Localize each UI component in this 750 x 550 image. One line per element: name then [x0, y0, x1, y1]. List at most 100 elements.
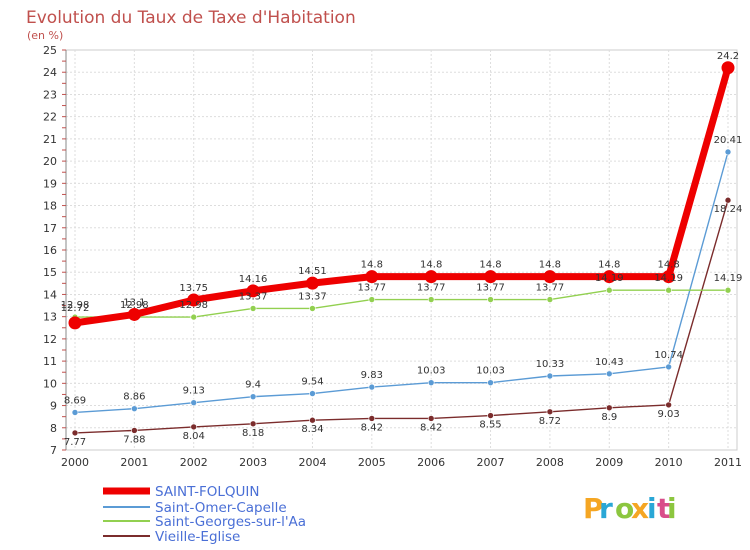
series-3-point — [71, 429, 79, 437]
series-1-value-label: 9.54 — [301, 377, 323, 388]
data-labels: 12.72 13.1 13.75 14.16 14.51 14.8 14.8 14.8 14.8… — [61, 51, 743, 448]
x-tick-label: 2001 — [120, 456, 148, 469]
series-3-value-label: 8.42 — [420, 422, 442, 433]
series-3-value-label: 8.55 — [479, 420, 501, 431]
series-2-value-label: 13.37 — [298, 291, 327, 302]
series-2-point — [546, 296, 554, 303]
y-tick-label: 7 — [50, 444, 57, 457]
series-1-value-label: 10.74 — [654, 350, 683, 361]
series-0-point — [68, 316, 82, 330]
chart-title: Evolution du Taux de Taxe d'Habitation — [26, 8, 356, 28]
series-3-point — [665, 401, 672, 409]
y-tick-label: 19 — [43, 177, 57, 190]
series-1-value-label: 20.41 — [714, 135, 743, 146]
series-0-point — [365, 270, 379, 284]
series-0-value-label: 14.51 — [298, 266, 327, 277]
series-2-point — [487, 296, 494, 303]
series-3-point — [131, 427, 138, 434]
series-2-point — [309, 305, 316, 312]
series-0-value-label: 12.72 — [61, 303, 90, 314]
x-tick-label: 2008 — [536, 456, 564, 469]
proxiti-logo-letter: r — [599, 492, 613, 525]
series-1-point — [665, 363, 672, 371]
y-tick-label: 10 — [43, 377, 57, 390]
series-0-value-label: 14.8 — [539, 260, 561, 271]
series-1-value-label: 10.03 — [417, 366, 446, 377]
series-1-point — [190, 399, 198, 406]
series-0-point — [662, 270, 676, 284]
series-0-value-label: 14.8 — [420, 260, 442, 271]
series-0-point — [484, 270, 498, 284]
x-tick-label: 2007 — [477, 456, 505, 469]
series-0-value-label: 14.16 — [239, 274, 268, 285]
series-0-value-label: 13.75 — [179, 283, 208, 294]
y-tick-label: 15 — [43, 266, 57, 279]
series-3-point — [724, 196, 732, 204]
x-tick-label: 2011 — [714, 456, 742, 469]
series-2-point — [724, 286, 732, 294]
y-tick-label: 23 — [43, 88, 57, 101]
series-line-0 — [71, 64, 732, 327]
series-3-point — [605, 404, 613, 412]
series-2-value-label: 14.19 — [654, 273, 683, 284]
y-tick-label: 20 — [43, 155, 57, 168]
series-1-value-label: 9.13 — [183, 386, 205, 397]
y-tick-label: 14 — [43, 288, 57, 301]
series-0-value-label: 14.8 — [479, 260, 501, 271]
series-3-value-label: 9.03 — [658, 409, 680, 420]
series-1-point — [427, 379, 435, 386]
y-tick-label: 24 — [43, 66, 57, 79]
series-1-point — [131, 405, 138, 412]
series-3-value-label: 8.9 — [601, 412, 617, 423]
series-0-value-label: 14.8 — [598, 260, 620, 271]
proxiti-logo-letter: i — [667, 492, 677, 525]
y-tick-label: 17 — [43, 222, 57, 235]
legend-label-1: Saint-Omer-Capelle — [155, 500, 287, 516]
y-tick-label: 8 — [50, 422, 57, 435]
series-3-point — [309, 416, 316, 424]
series-0-point — [305, 276, 319, 290]
series-1-point — [724, 148, 732, 156]
series-2-point — [427, 296, 435, 303]
series-2-value-label: 13.77 — [417, 283, 446, 294]
proxiti-logo-letter: x — [631, 492, 649, 525]
x-tick-label: 2000 — [61, 456, 89, 469]
series-3-point — [249, 420, 257, 428]
series-2-point — [665, 286, 672, 294]
series-2-point — [249, 305, 257, 312]
x-tick-label: 2002 — [180, 456, 208, 469]
series-0-point — [246, 284, 260, 298]
series-1-point — [546, 372, 554, 380]
series-2-value-label: 12.98 — [179, 300, 208, 311]
series-0-point — [602, 270, 616, 284]
series-3-value-label: 8.72 — [539, 416, 561, 427]
series-2-value-label: 14.19 — [595, 273, 624, 284]
series-3-point — [427, 415, 435, 422]
legend-label-2: Saint-Georges-sur-l'Aa — [155, 514, 306, 530]
x-tick-label: 2004 — [298, 456, 326, 469]
series-3-value-label: 8.18 — [242, 428, 264, 439]
series-0-point — [543, 270, 557, 284]
series-2-value-label: 12.98 — [120, 300, 149, 311]
series-layer — [68, 61, 735, 437]
series-0-point — [424, 270, 438, 284]
series-1-point — [309, 390, 316, 397]
series-1-point — [605, 370, 613, 378]
series-line-3 — [74, 199, 729, 434]
series-0-point — [187, 293, 201, 307]
axes: 7 8 9 10 11 12 13 14 15 16 17 18 19 20 21 22 23 24 25 2000 2… — [43, 44, 742, 469]
x-tick-label: 2009 — [595, 456, 623, 469]
series-2-point — [605, 286, 613, 294]
series-1-value-label: 9.4 — [245, 380, 261, 391]
legend-label-3: Vieille-Eglise — [155, 529, 240, 545]
series-3-value-label: 7.88 — [123, 434, 145, 445]
proxiti-logo-letter: i — [647, 492, 657, 525]
series-2-value-label: 13.37 — [239, 291, 268, 302]
series-2-value-label: 13.77 — [536, 283, 565, 294]
series-0-value-label: 14.8 — [658, 260, 680, 271]
series-1-point — [249, 393, 257, 400]
series-line-2 — [74, 289, 729, 318]
series-3-value-label: 8.34 — [301, 424, 323, 435]
